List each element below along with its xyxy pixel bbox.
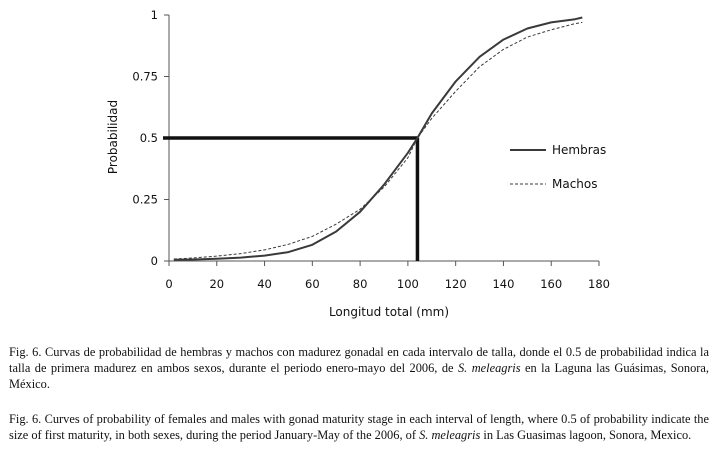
series-line-machos xyxy=(173,21,583,260)
x-tick-label: 160 xyxy=(540,277,562,291)
axes xyxy=(164,14,600,266)
x-axis-label: Longitud total (mm) xyxy=(329,305,449,319)
x-tick-label: 80 xyxy=(353,277,368,291)
y-tick-label: 0.5 xyxy=(140,131,158,145)
caption-spanish-end: en la Laguna las Guásimas, Sonora, Méxic… xyxy=(9,361,709,391)
x-tick-label: 60 xyxy=(305,277,320,291)
series-layer xyxy=(173,16,583,261)
caption-spanish-text: Fig. 6. Curvas de probabilidad de hembra… xyxy=(9,345,709,375)
legend-label-hembras: Hembras xyxy=(552,143,606,157)
x-tick-label: 100 xyxy=(397,277,419,291)
x-tick-label: 180 xyxy=(588,277,610,291)
y-tick-label: 0.25 xyxy=(132,193,158,207)
caption-english: Fig. 6. Curves of probability of females… xyxy=(9,411,709,443)
x-tick-label: 40 xyxy=(257,277,272,291)
x-tick-label: 20 xyxy=(209,277,224,291)
y-axis-label: Probabilidad xyxy=(106,100,120,174)
legend: Hembras Machos xyxy=(510,143,606,191)
caption-spanish: Fig. 6. Curvas de probabilidad de hembra… xyxy=(9,344,709,392)
caption-spanish-species: S. meleagris xyxy=(457,361,521,375)
x-tick-label: 120 xyxy=(445,277,467,291)
caption-english-species: S. meleagris xyxy=(419,428,481,442)
tick-labels: 0 0.25 0.5 0.75 1 0 20 40 60 80 100 120 140 160 180 xyxy=(132,8,610,291)
reference-lines xyxy=(163,136,420,261)
x-tick-label: 0 xyxy=(165,277,172,291)
caption-english-end: in Las Guasimas lagoon, Sonora, Mexico. xyxy=(480,428,692,442)
y-tick-label: 1 xyxy=(151,8,158,22)
caption-english-text: Fig. 6. Curves of probability of females… xyxy=(9,412,709,442)
series-line-hembras xyxy=(173,16,583,261)
y-tick-label: 0.75 xyxy=(132,70,158,84)
probability-chart: 0 0.25 0.5 0.75 1 0 20 40 60 80 100 120 140 160 180 Lo… xyxy=(106,8,610,319)
legend-label-machos: Machos xyxy=(552,177,598,191)
y-tick-label: 0 xyxy=(151,254,158,268)
x-tick-label: 140 xyxy=(492,277,514,291)
